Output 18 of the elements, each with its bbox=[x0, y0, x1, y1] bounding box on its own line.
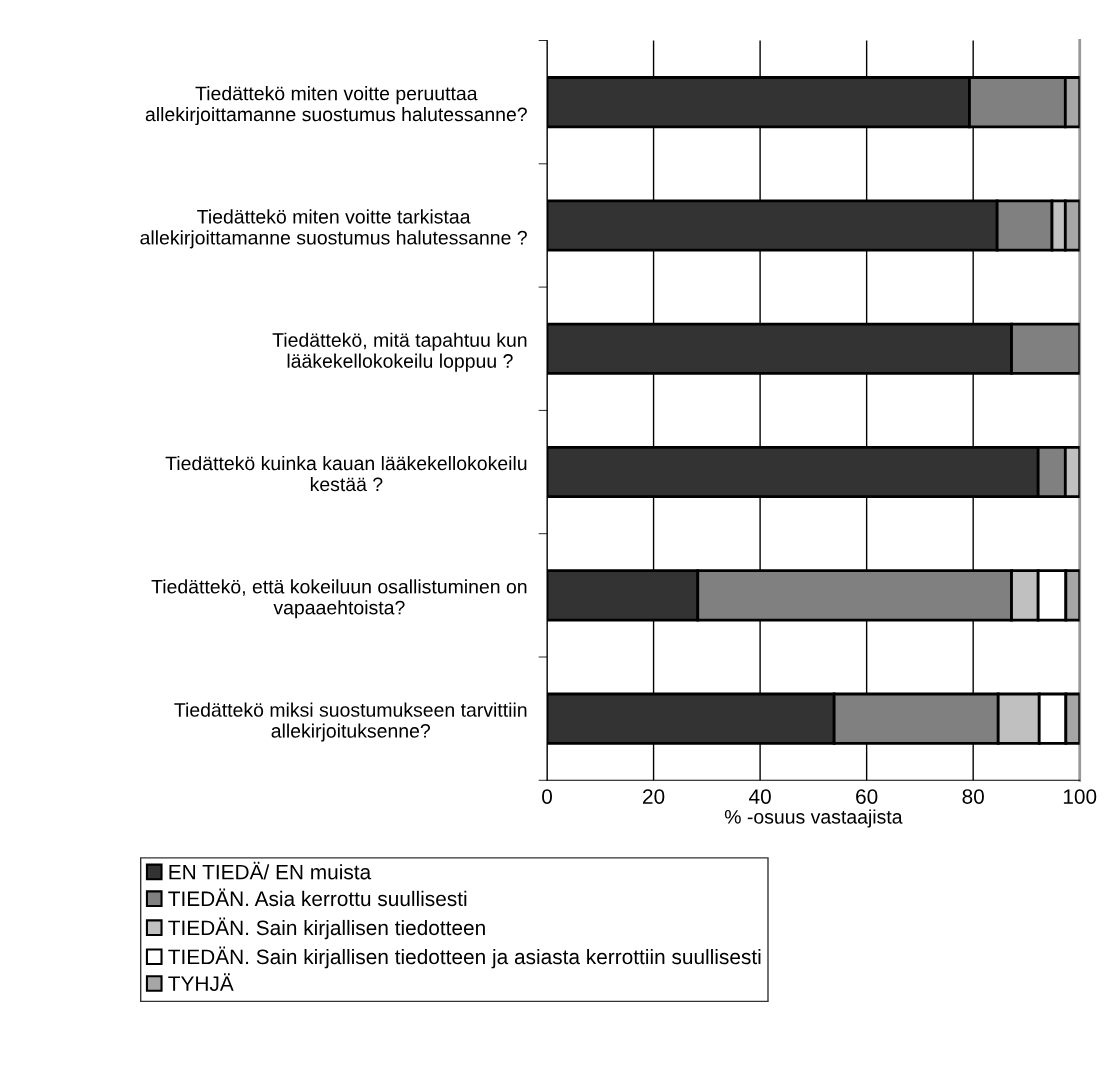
y-tick-label: Tiedättekö miten voitte tarkistaa allekirjoittamanne suostumus halutessanne ? bbox=[140, 209, 527, 249]
x-axis-title: % -osuus vastaajista bbox=[724, 809, 903, 828]
x-tick-label: 60 bbox=[856, 789, 878, 804]
legend-label: TIEDÄN. Sain kirjallisen tiedotteen ja asiasta kerrottiin suullisesti bbox=[168, 946, 761, 969]
y-tick-label: Tiedättekö miten voitte peruuttaa allekirjoittamanne suostumus halutessanne? bbox=[145, 86, 527, 126]
legend-label: TIEDÄN. Asia kerrottu suullisesti bbox=[168, 888, 467, 907]
legend-label: TIEDÄN. Sain kirjallisen tiedotteen bbox=[168, 917, 485, 940]
y-tick-label: Tiedättekö kuinka kauan lääkekellokokeilu kestää ? bbox=[165, 455, 527, 492]
y-tick-label: Tiedättekö miksi suostumukseen tarvittiin allekirjoituksenne? bbox=[174, 702, 527, 742]
x-tick-label: 40 bbox=[749, 789, 771, 804]
y-tick-label: Tiedättekö, että kokeiluun osallistuminen on vapaaehtoista? bbox=[151, 579, 527, 619]
x-tick-label: 0 bbox=[542, 789, 553, 804]
x-tick-label: 100 bbox=[1063, 789, 1097, 804]
x-tick-label: 80 bbox=[962, 789, 984, 804]
legend-label: TYHJÄ bbox=[168, 973, 234, 991]
y-tick-label: Tiedättekö, mitä tapahtuu kun lääkekellokokeilu loppuu ? bbox=[272, 332, 527, 372]
legend-label: EN TIEDÄ/ EN muista bbox=[169, 861, 372, 880]
x-tick-label: 20 bbox=[643, 789, 665, 804]
